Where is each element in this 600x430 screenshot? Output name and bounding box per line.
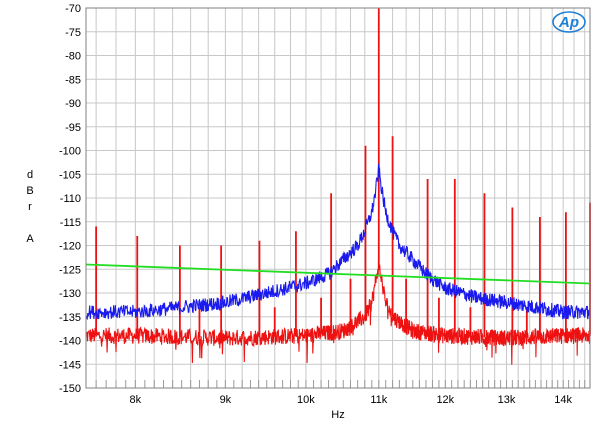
y-tick-label: -125 xyxy=(59,264,81,276)
y-tick-label: -145 xyxy=(59,359,81,371)
x-tick-label: 13k xyxy=(498,394,516,406)
y-axis-label-char: d xyxy=(27,169,33,181)
y-tick-label: -105 xyxy=(59,169,81,181)
x-tick-label: 8k xyxy=(130,394,142,406)
y-tick-label: -100 xyxy=(59,146,81,158)
y-tick-label: -95 xyxy=(65,122,81,134)
y-axis-label-char: B xyxy=(26,185,33,197)
x-tick-label: 12k xyxy=(436,394,454,406)
y-tick-label: -75 xyxy=(65,27,81,39)
y-tick-label: -140 xyxy=(59,336,81,348)
y-tick-label: -110 xyxy=(60,193,81,205)
y-tick-label: -70 xyxy=(65,3,81,15)
series-green-line xyxy=(85,263,591,285)
x-tick-label: 11k xyxy=(370,394,387,406)
y-tick-label: -135 xyxy=(59,312,81,324)
y-tick-label: -130 xyxy=(59,288,81,300)
y-tick-labels: -70 -75 -80 -85 -90 -95 -100 -105 -110 -115 -120 -1… xyxy=(59,3,81,395)
series-blue-line xyxy=(85,163,591,321)
minor-ticks xyxy=(85,380,591,388)
y-axis-label-char: r xyxy=(28,201,32,213)
y-tick-label: -120 xyxy=(59,241,81,253)
x-axis-label: Hz xyxy=(331,409,344,421)
ap-logo-text: Ap xyxy=(558,14,579,31)
x-tick-label: 9k xyxy=(220,394,232,406)
ap-logo-ring xyxy=(552,11,586,33)
x-tick-label: 14k xyxy=(554,394,572,406)
y-tick-label: -80 xyxy=(65,51,81,63)
grid-lines xyxy=(86,7,590,389)
y-tick-label: -115 xyxy=(60,217,81,229)
x-tick-labels: 8k 9k 10k 11k 12k 13k 14k xyxy=(130,394,573,406)
y-tick-label: -85 xyxy=(65,74,81,86)
y-axis-label: dBr A xyxy=(26,169,34,245)
y-tick-label: -150 xyxy=(59,383,81,395)
ap-logo: Ap xyxy=(552,11,586,33)
plot-frame xyxy=(85,7,591,389)
y-tick-label: -90 xyxy=(65,98,81,110)
series-group xyxy=(85,8,591,365)
y-axis-label-char: A xyxy=(26,233,34,245)
x-tick-label: 10k xyxy=(297,394,315,406)
